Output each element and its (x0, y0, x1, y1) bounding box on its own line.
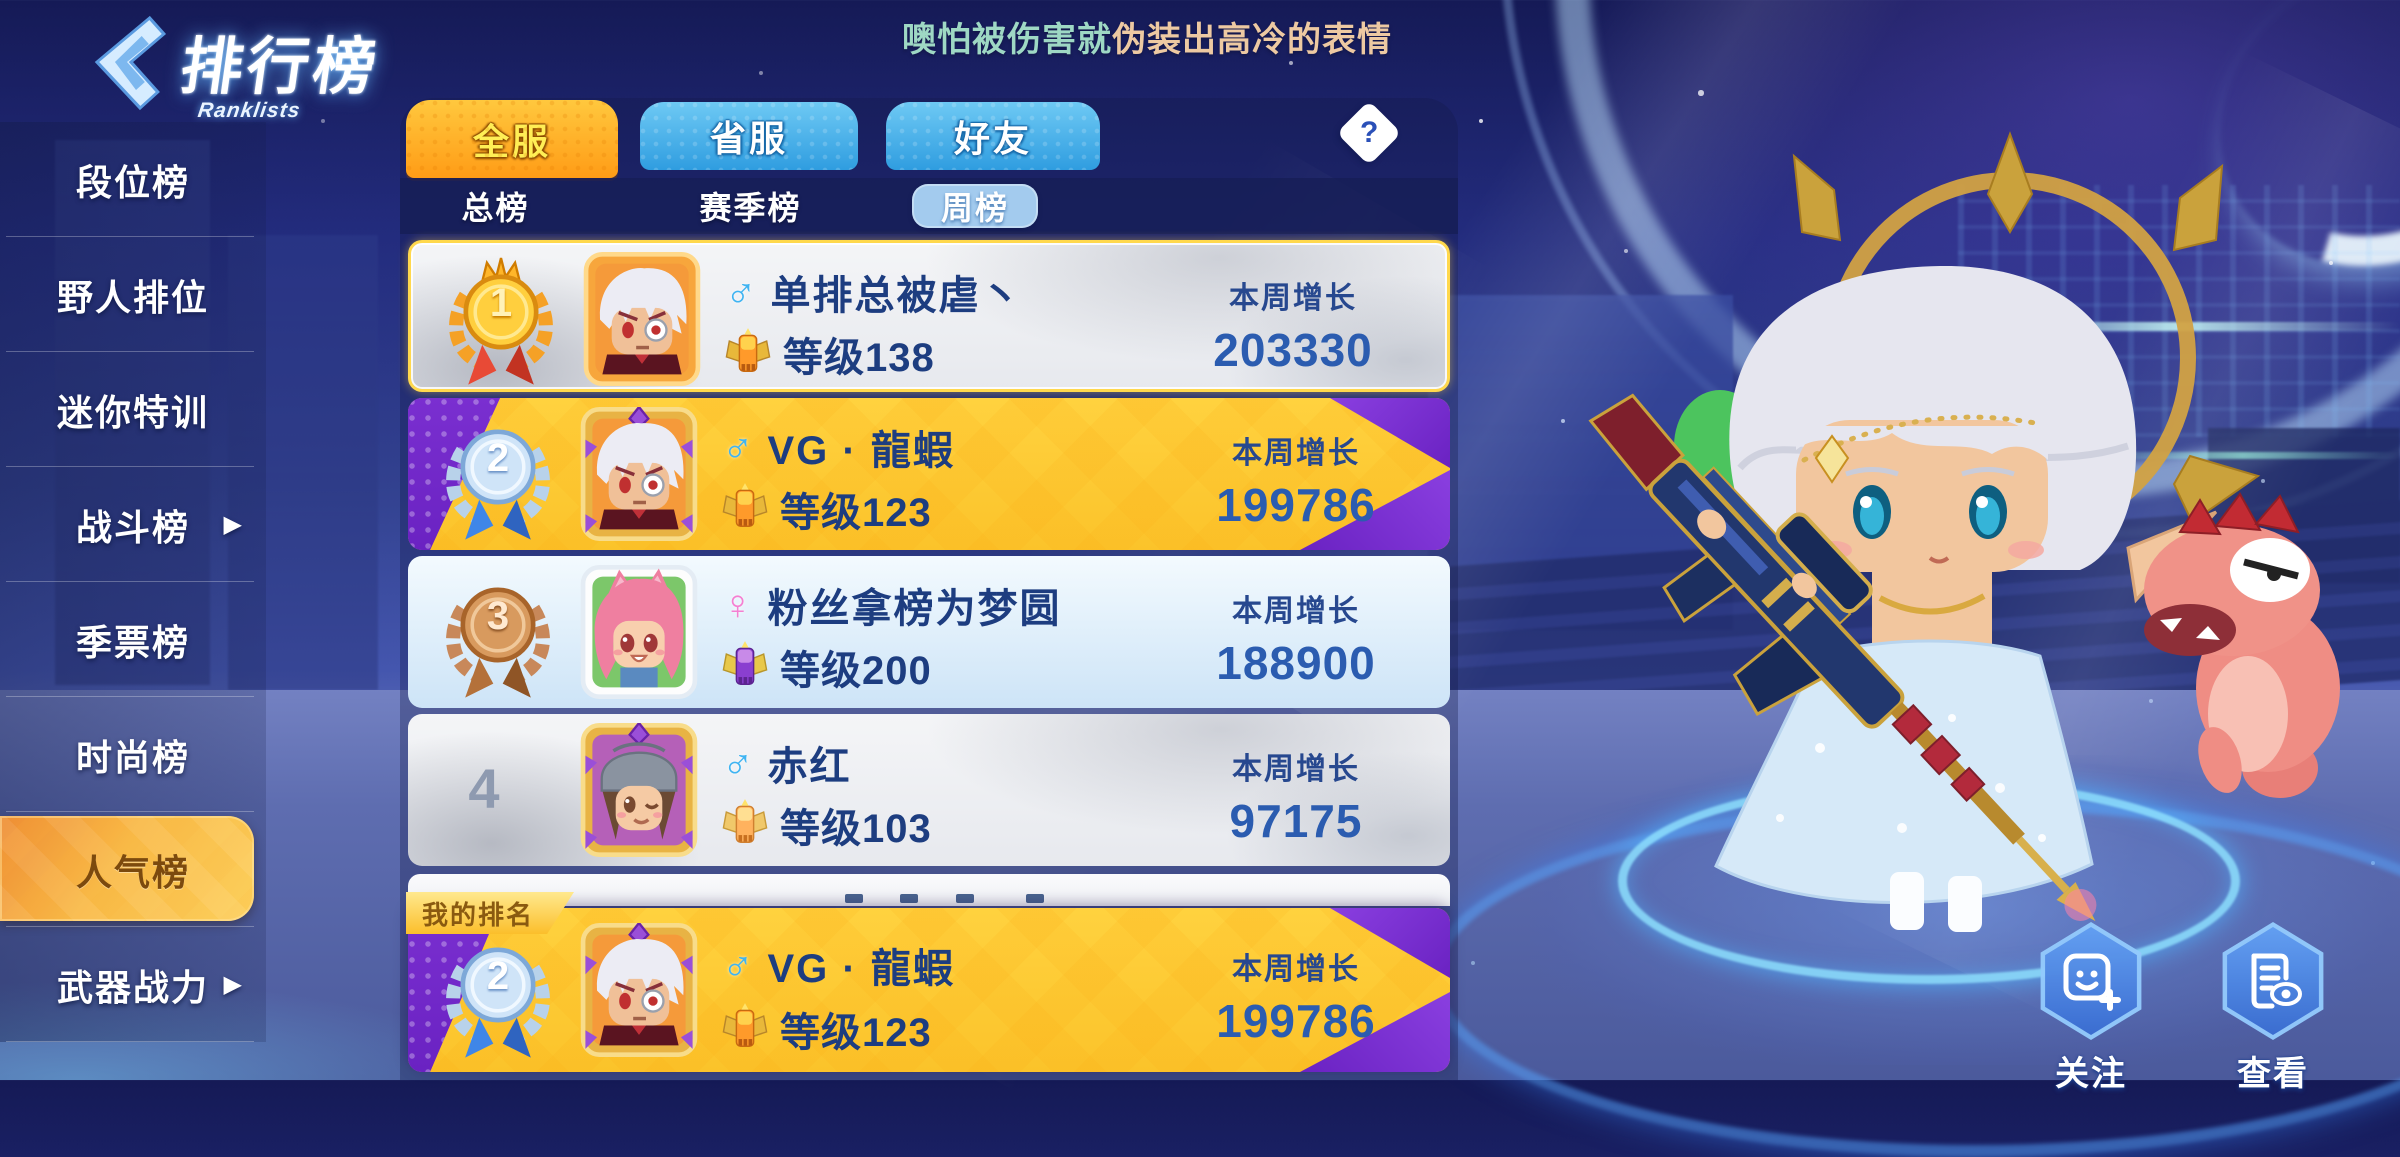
player-character-model[interactable] (1580, 128, 2360, 948)
follow-label: 关注 (2055, 1055, 2127, 1093)
building-silhouette (228, 235, 378, 690)
ornate-rifle (1588, 393, 2097, 922)
rank-number: 2 (486, 954, 510, 998)
leg (1890, 872, 1924, 930)
view-label: 查看 (2237, 1055, 2309, 1093)
sidebar: 段位榜 野人排位 迷你特训 战斗榜 ▶ 季票榜 时尚榜 人气榜 武器战力 ▶ (0, 122, 266, 1042)
level-badge-icon (722, 796, 768, 854)
growth-value: 199786 (1216, 479, 1376, 531)
view-button[interactable]: 查看 (2208, 922, 2338, 1095)
male-icon: ♂ (722, 941, 754, 988)
rank-number: 2 (486, 436, 510, 480)
chevron-right-icon: ▶ (223, 971, 242, 998)
leg (1948, 876, 1982, 932)
level-badge-icon (722, 1000, 768, 1058)
tab-friends[interactable]: 好友 (886, 102, 1100, 170)
male-icon: ♂ (722, 739, 754, 786)
growth-value: 97175 (1229, 795, 1363, 847)
sidebar-item-popularity-rank[interactable]: 人气榜 (0, 812, 266, 927)
follow-smiley-plus-icon (2063, 953, 2121, 1011)
player-name: VG · 龍蝦 (767, 947, 955, 991)
level-badge-icon (722, 638, 768, 696)
follow-button[interactable]: 关注 (2026, 922, 2156, 1095)
bronze-medal-icon: 3 (432, 564, 564, 700)
leaderboard-row-2[interactable]: 2 (408, 398, 1450, 550)
sidebar-item-savage-rank[interactable]: 野人排位 (0, 237, 266, 352)
dragon-pet (2144, 492, 2340, 798)
my-rank-badge: 我的排名 (406, 892, 574, 934)
player-level: 等级103 (780, 807, 932, 851)
player-level: 等级138 (783, 336, 935, 380)
player-name: 粉丝拿榜为梦圆 (767, 587, 1062, 631)
tab-total-rank[interactable]: 总榜 (461, 190, 530, 226)
male-icon: ♂ (722, 423, 754, 470)
hand (1791, 572, 1817, 599)
mouth (1928, 556, 1950, 564)
sidebar-item-fashion-rank[interactable]: 时尚榜 (0, 697, 266, 812)
silver-medal-icon: 2 (432, 924, 564, 1060)
hand (1697, 509, 1727, 539)
player-avatar[interactable] (583, 252, 701, 386)
tab-weekly-rank[interactable]: 周榜 (912, 184, 1038, 228)
tab-all-servers[interactable]: 全服 (406, 100, 618, 178)
stars (0, 0, 2, 2)
player-avatar[interactable] (580, 405, 698, 541)
neon-streak (2085, 452, 2400, 459)
player-name: 单排总被虐丶 (770, 274, 1023, 318)
sidebar-item-season-pass[interactable]: 季票榜 (0, 582, 266, 697)
gold-medal-icon: 1 (435, 251, 567, 387)
growth-label: 本周增长 (1229, 282, 1357, 315)
growth-value: 203330 (1213, 324, 1373, 376)
view-document-eye-icon (2251, 953, 2302, 1009)
my-rank-row[interactable]: 2 (406, 892, 1450, 1072)
leaderboard-row-5-partial[interactable] (408, 874, 1450, 906)
player-name: 赤红 (767, 745, 852, 789)
leaderboard-row-4[interactable]: 4 ♂ 赤红 (408, 714, 1450, 866)
growth-value: 199786 (1216, 995, 1376, 1047)
leaderboard-row-3[interactable]: 3 ♀ 粉丝拿榜为梦圆 (408, 556, 1450, 708)
player-name: VG · 龍蝦 (767, 429, 955, 473)
building-silhouette (55, 140, 210, 685)
rank-number: 4 (468, 757, 500, 820)
tab-province-server[interactable]: 省服 (640, 102, 858, 170)
chevron-right-icon: ▶ (223, 511, 242, 538)
announcement-marquee: 噢怕被伤害就伪装出高冷的表情 (902, 21, 1392, 59)
level-badge-icon (722, 480, 768, 538)
rank-number: 1 (489, 281, 513, 325)
sidebar-item-battle-rank[interactable]: 战斗榜 ▶ (0, 467, 266, 582)
sidebar-item-weapon-power[interactable]: 武器战力 ▶ (0, 927, 266, 1042)
silver-medal-icon: 2 (432, 406, 564, 542)
growth-label: 本周增长 (1232, 437, 1360, 470)
leaderboard-rows: 1 ♂ (408, 240, 1450, 872)
page-title: 排行榜 (176, 33, 384, 102)
growth-label: 本周增长 (1232, 753, 1360, 786)
eyes (1853, 485, 2007, 539)
tab-season-rank[interactable]: 赛季榜 (699, 190, 802, 226)
player-avatar[interactable] (580, 721, 698, 857)
player-level: 等级123 (780, 1011, 932, 1055)
leaderboard-panel: 全服 省服 好友 ? 总榜 赛季榜 周榜 1 (400, 98, 1458, 1080)
sidebar-item-mini-training[interactable]: 迷你特训 (0, 352, 266, 467)
player-avatar[interactable] (580, 921, 698, 1057)
period-tab-bar: 总榜 赛季榜 周榜 (400, 178, 1458, 234)
back-button[interactable] (84, 14, 184, 114)
snowflakes (1776, 714, 2046, 842)
necklace (1878, 593, 1986, 615)
growth-label: 本周增长 (1232, 953, 1360, 986)
page-subtitle: Ranklists (196, 99, 303, 122)
rank-number: 3 (486, 594, 510, 638)
female-icon: ♀ (722, 581, 754, 628)
selected-highlight (0, 816, 254, 921)
help-icon[interactable]: ? (1336, 100, 1402, 166)
leaderboard-row-1[interactable]: 1 ♂ (408, 240, 1450, 392)
gem-pendant (1814, 434, 1850, 484)
male-icon: ♂ (725, 268, 757, 315)
player-level: 等级123 (780, 491, 932, 535)
sidebar-item-rank-tier[interactable]: 段位榜 (0, 122, 266, 237)
growth-value: 188900 (1216, 637, 1376, 689)
level-badge-icon (725, 325, 771, 383)
growth-label: 本周增长 (1232, 595, 1360, 628)
player-level: 等级200 (780, 649, 932, 693)
player-avatar[interactable] (580, 565, 698, 699)
